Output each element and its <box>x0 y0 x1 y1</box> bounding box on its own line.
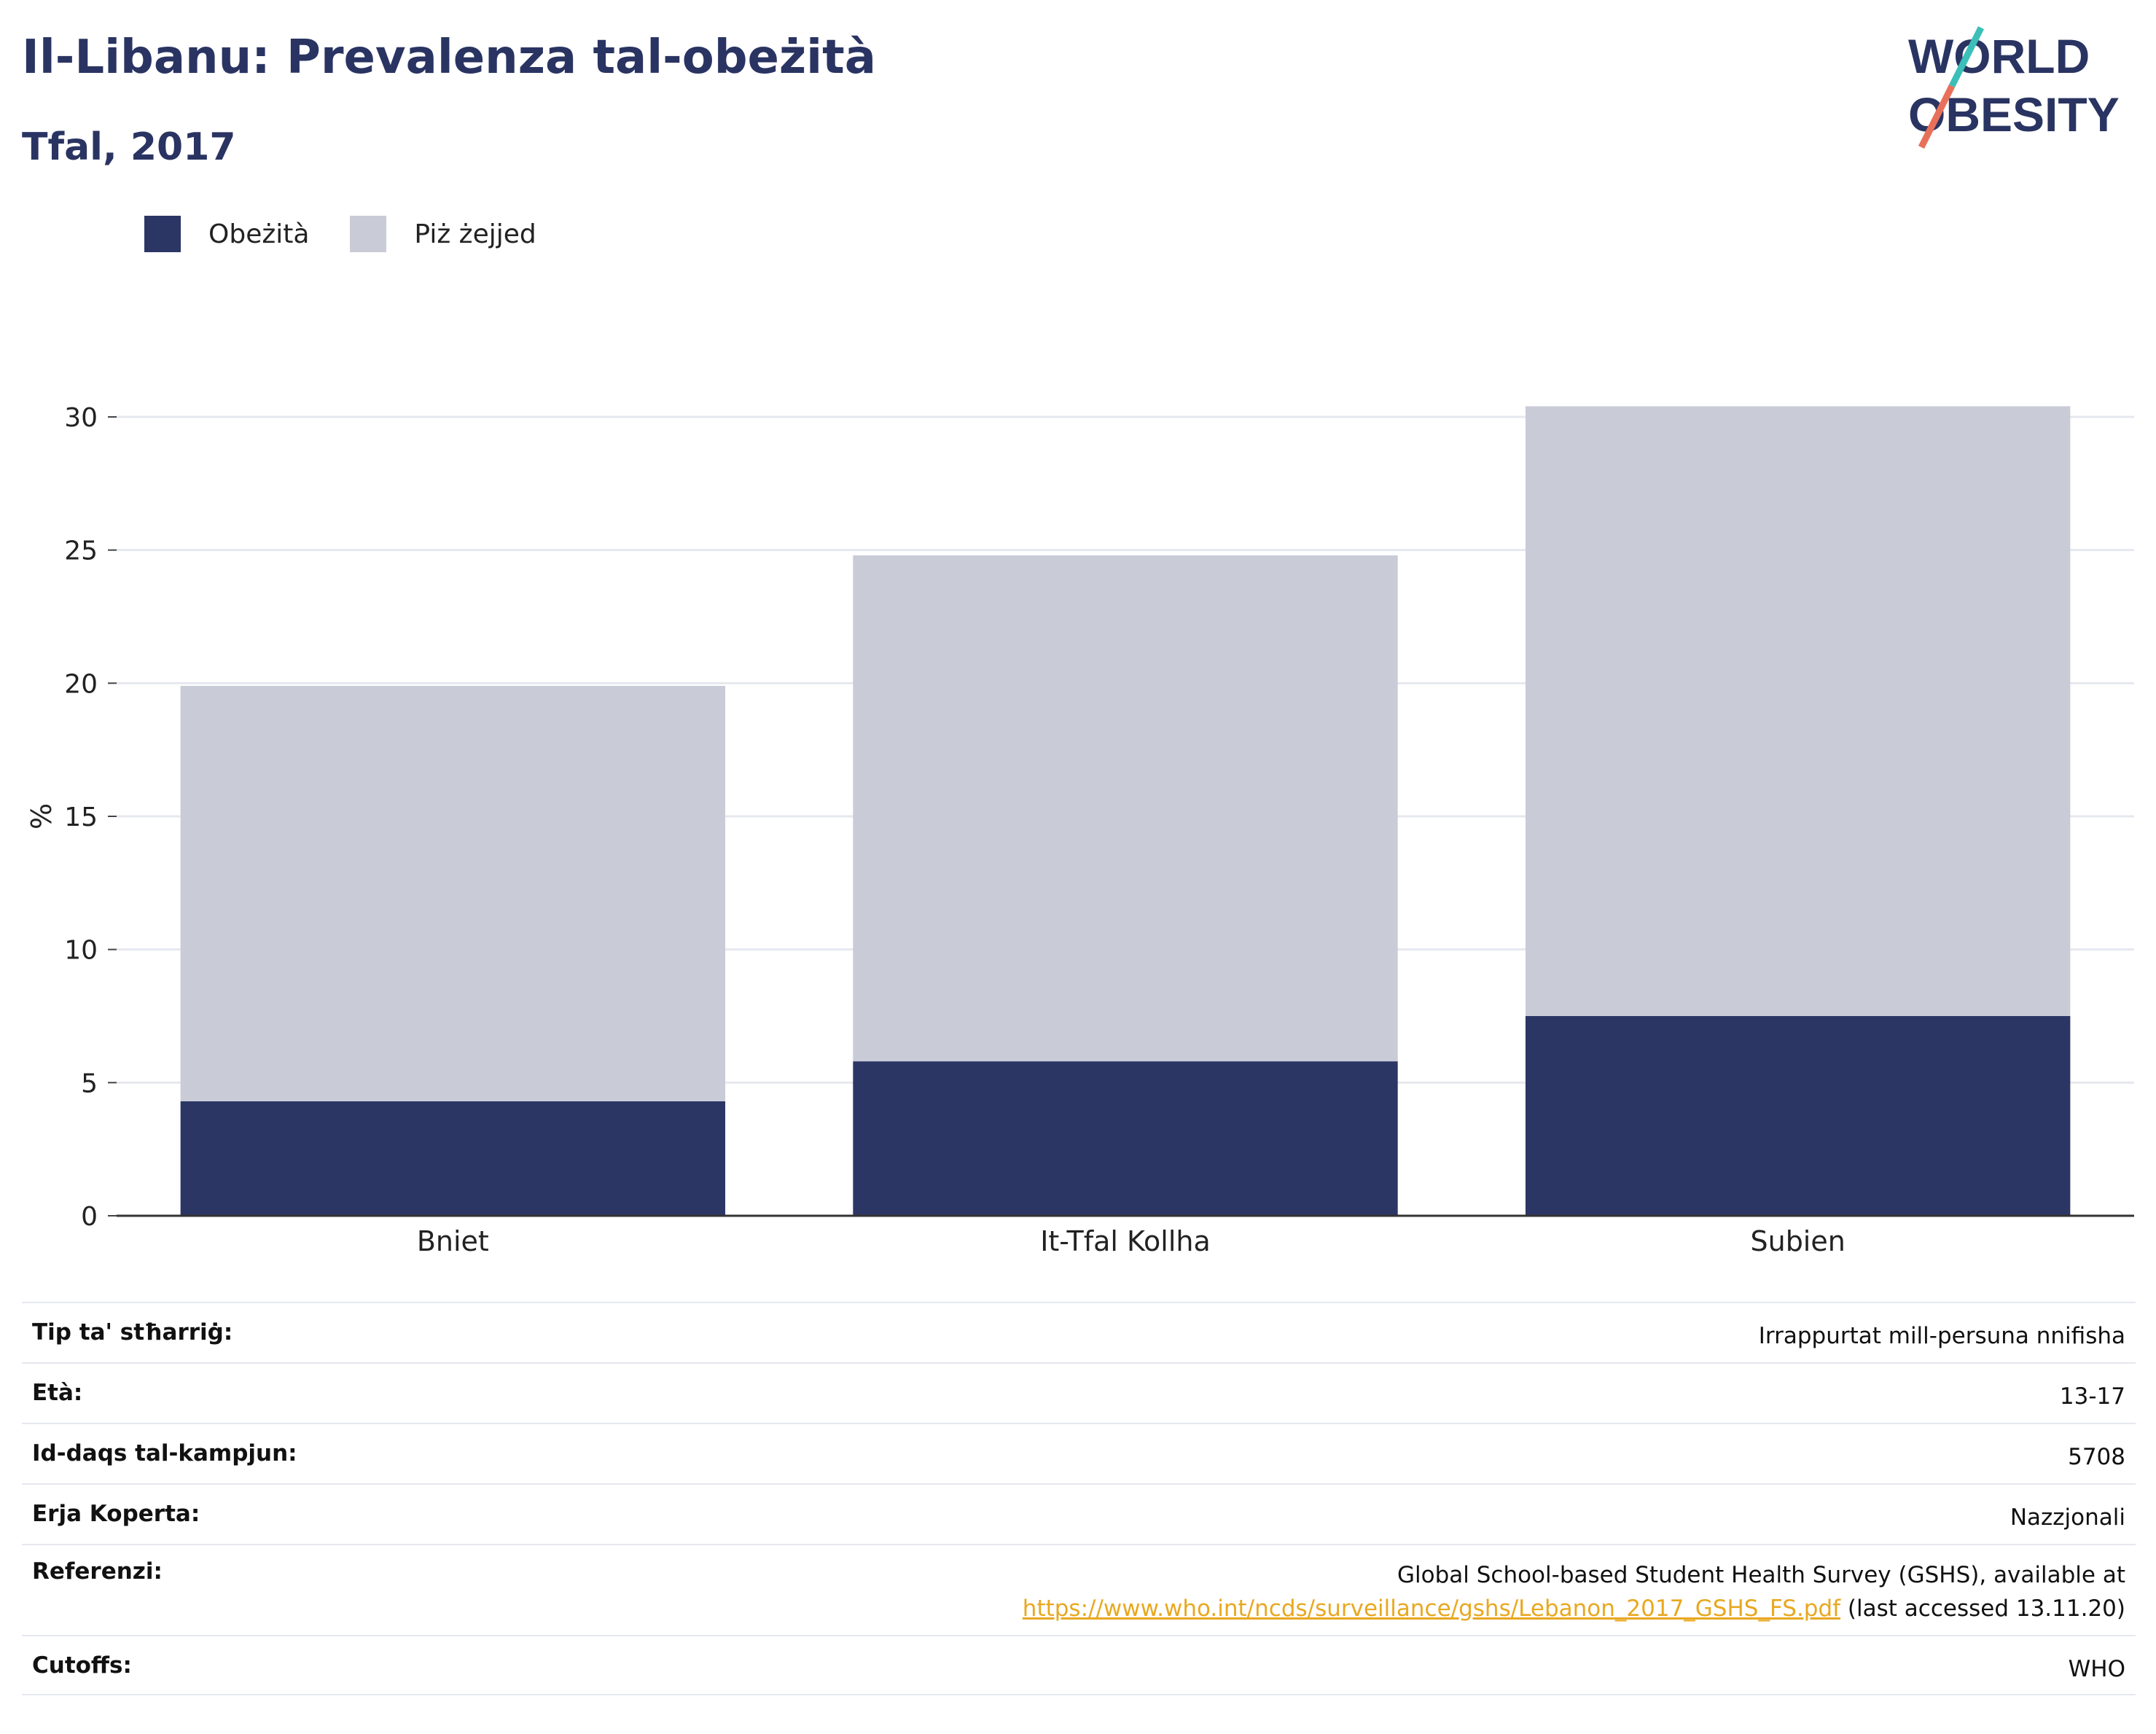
y-tick-label: 15 <box>64 802 98 832</box>
info-key-survey-type: Tip ta' stħarriġ: <box>32 1319 233 1346</box>
info-key-sample-size: Id-daqs tal-kampjun: <box>32 1440 297 1467</box>
info-value-sample-size: 5708 <box>2068 1444 2125 1470</box>
y-tick-label: 30 <box>64 403 98 433</box>
x-tick-label: Subien <box>1750 1225 1845 1257</box>
legend-item-obesity: Obeżità <box>144 216 309 252</box>
info-row-survey-type: Tip ta' stħarriġ: Irrappurtat mill-persu… <box>22 1302 2136 1362</box>
info-row-area-covered: Erja Koperta: Nazzjonali <box>22 1483 2136 1544</box>
info-key-references: Referenzi: <box>32 1558 163 1585</box>
legend-label-overweight: Piż żejjed <box>414 219 536 249</box>
y-axis-label: % <box>26 803 58 829</box>
reference-text: Global School-based Student Health Surve… <box>1397 1562 2125 1588</box>
bar-chart: 0 5 10 15 20 25 30% Bniet It-Tfal Kollha Subien <box>26 403 2134 1257</box>
legend: Obeżità Piż żejjed <box>144 216 577 252</box>
info-value-age: 13-17 <box>2059 1383 2125 1410</box>
info-value-references: Global School-based Student Health Surve… <box>1023 1558 2125 1625</box>
info-row-sample-size: Id-daqs tal-kampjun: 5708 <box>22 1423 2136 1483</box>
info-key-area-covered: Erja Koperta: <box>32 1501 200 1527</box>
legend-label-obesity: Obeżità <box>208 219 310 249</box>
logo-slash-coral <box>1918 84 1956 149</box>
bar-overweight-2 <box>1525 406 2071 1016</box>
info-key-cutoffs: Cutoffs: <box>32 1652 132 1679</box>
info-key-age: Età: <box>32 1380 83 1406</box>
world-obesity-logo: WORLD OBESITY <box>1908 26 2120 149</box>
y-tick-label: 0 <box>81 1202 98 1232</box>
y-tick-label: 25 <box>64 536 98 566</box>
info-row-references: Referenzi: Global School-based Student H… <box>22 1544 2136 1635</box>
info-value-survey-type: Irrappurtat mill-persuna nnifisha <box>1758 1323 2125 1349</box>
bar-obesity-2 <box>1525 1016 2071 1216</box>
bar-overweight-0 <box>180 685 726 1101</box>
bar-overweight-1 <box>853 555 1398 1062</box>
reference-link[interactable]: https://www.who.int/ncds/surveillance/gs… <box>1022 1596 1841 1622</box>
y-tick-label: 5 <box>81 1069 98 1098</box>
bar-obesity-0 <box>180 1101 726 1216</box>
chart-title: Il-Libanu: Prevalenza tal-obeżità <box>22 31 876 85</box>
info-row-age: Età: 13-17 <box>22 1362 2136 1423</box>
info-table: Tip ta' stħarriġ: Irrappurtat mill-persu… <box>22 1302 2136 1695</box>
info-value-area-covered: Nazzjonali <box>2009 1504 2125 1531</box>
legend-swatch-overweight <box>350 216 387 252</box>
bar-obesity-1 <box>853 1061 1398 1216</box>
info-row-cutoffs: Cutoffs: WHO <box>22 1635 2136 1695</box>
logo-line1: WORLD <box>1908 29 2090 83</box>
info-value-cutoffs: WHO <box>2068 1656 2125 1682</box>
y-tick-label: 10 <box>64 936 98 966</box>
x-tick-label: It-Tfal Kollha <box>1040 1225 1211 1257</box>
x-tick-label: Bniet <box>417 1225 489 1257</box>
logo-slash-teal <box>1948 26 1985 88</box>
chart-subtitle: Tfal, 2017 <box>22 125 236 169</box>
legend-swatch-obesity <box>144 216 181 252</box>
reference-suffix: (last accessed 13.11.20) <box>1840 1596 2125 1622</box>
y-tick-label: 20 <box>64 669 98 699</box>
legend-item-overweight: Piż żejjed <box>350 216 536 252</box>
